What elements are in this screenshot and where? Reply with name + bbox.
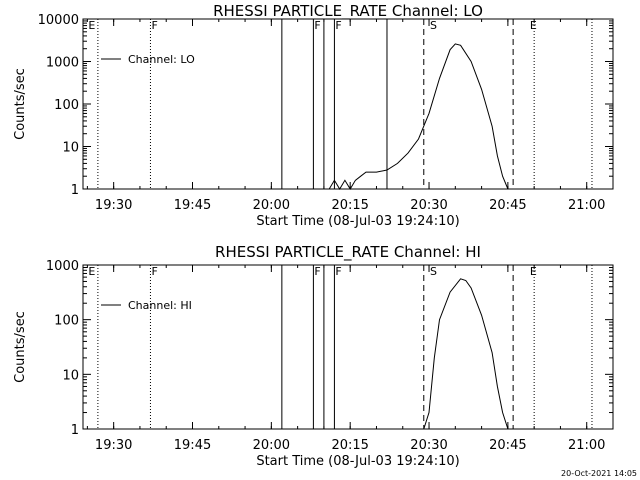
panel-1-x-tick-label: 20:15 [331, 198, 368, 213]
panel-1-x-tick-label: 19:30 [95, 198, 132, 213]
panel-2-x-tick-label: 19:30 [95, 438, 132, 453]
panel-1-series-line [328, 43, 509, 190]
panel-2-x-tick-label: 21:00 [568, 438, 605, 453]
panel-2-event-marker: F [335, 265, 341, 278]
panel-1-x-tick-label: 21:00 [568, 198, 605, 213]
panel-2-x-axis-label: Start Time (08-Jul-03 19:24:10) [256, 454, 459, 469]
panel-1-event-marker: S [430, 19, 437, 32]
panel-1-event-marker: E [88, 19, 95, 32]
panel-2-x-tick-label: 19:45 [174, 438, 211, 453]
panel-1-y-tick-label: 100 [54, 98, 79, 113]
panel-1-y-tick-label: 10000 [38, 13, 79, 28]
panel-1-x-tick-label: 20:45 [489, 198, 526, 213]
panel-2-event-marker: F [314, 265, 320, 278]
panel-1-event-marker: F [335, 19, 341, 32]
panel-2-y-tick-label: 10 [62, 368, 79, 383]
panel-2-event-marker: E [530, 265, 537, 278]
panel-2-x-tick-label: 20:45 [489, 438, 526, 453]
panel-1-legend-label: Channel: LO [128, 53, 195, 66]
panel-1-y-axis-label: Counts/sec [13, 68, 28, 140]
panel-1-x-axis-label: Start Time (08-Jul-03 19:24:10) [256, 214, 459, 229]
panel-2-plot-frame [82, 264, 614, 430]
panel-1-x-tick-label: 20:00 [253, 198, 290, 213]
panel-2-event-marker: E [88, 265, 95, 278]
panel-1-event-marker: F [314, 19, 320, 32]
panel-2-y-tick-label: 100 [54, 314, 79, 329]
panel-2-y-tick-label: 1000 [46, 259, 79, 274]
panel-1-y-tick-label: 10 [62, 141, 79, 156]
panel-1-event-marker: F [151, 19, 157, 32]
panel-2-x-tick-label: 20:30 [410, 438, 447, 453]
panel-2-title: RHESSI PARTICLE_RATE Channel: HI [215, 243, 481, 262]
panel-1-y-tick-label: 1000 [46, 56, 79, 71]
panel-2-series-line [423, 278, 509, 430]
panel-2-legend-label: Channel: HI [128, 299, 192, 312]
panel-2-x-tick-label: 20:15 [331, 438, 368, 453]
footer-timestamp: 20-Oct-2021 14:05 [561, 469, 637, 478]
panel-1-event-marker: E [530, 19, 537, 32]
panel-1-y-tick-label: 1 [71, 183, 79, 198]
panel-2-event-marker: F [151, 265, 157, 278]
panel-2-x-tick-label: 20:00 [253, 438, 290, 453]
panel-1-x-tick-label: 19:45 [174, 198, 211, 213]
panel-1-x-tick-label: 20:30 [410, 198, 447, 213]
panel-2-y-tick-label: 1 [71, 423, 79, 438]
panel-2-event-marker: S [430, 265, 437, 278]
panel-1-title: RHESSI PARTICLE_RATE Channel: LO [213, 2, 483, 21]
panel-2-y-axis-label: Counts/sec [13, 311, 28, 383]
